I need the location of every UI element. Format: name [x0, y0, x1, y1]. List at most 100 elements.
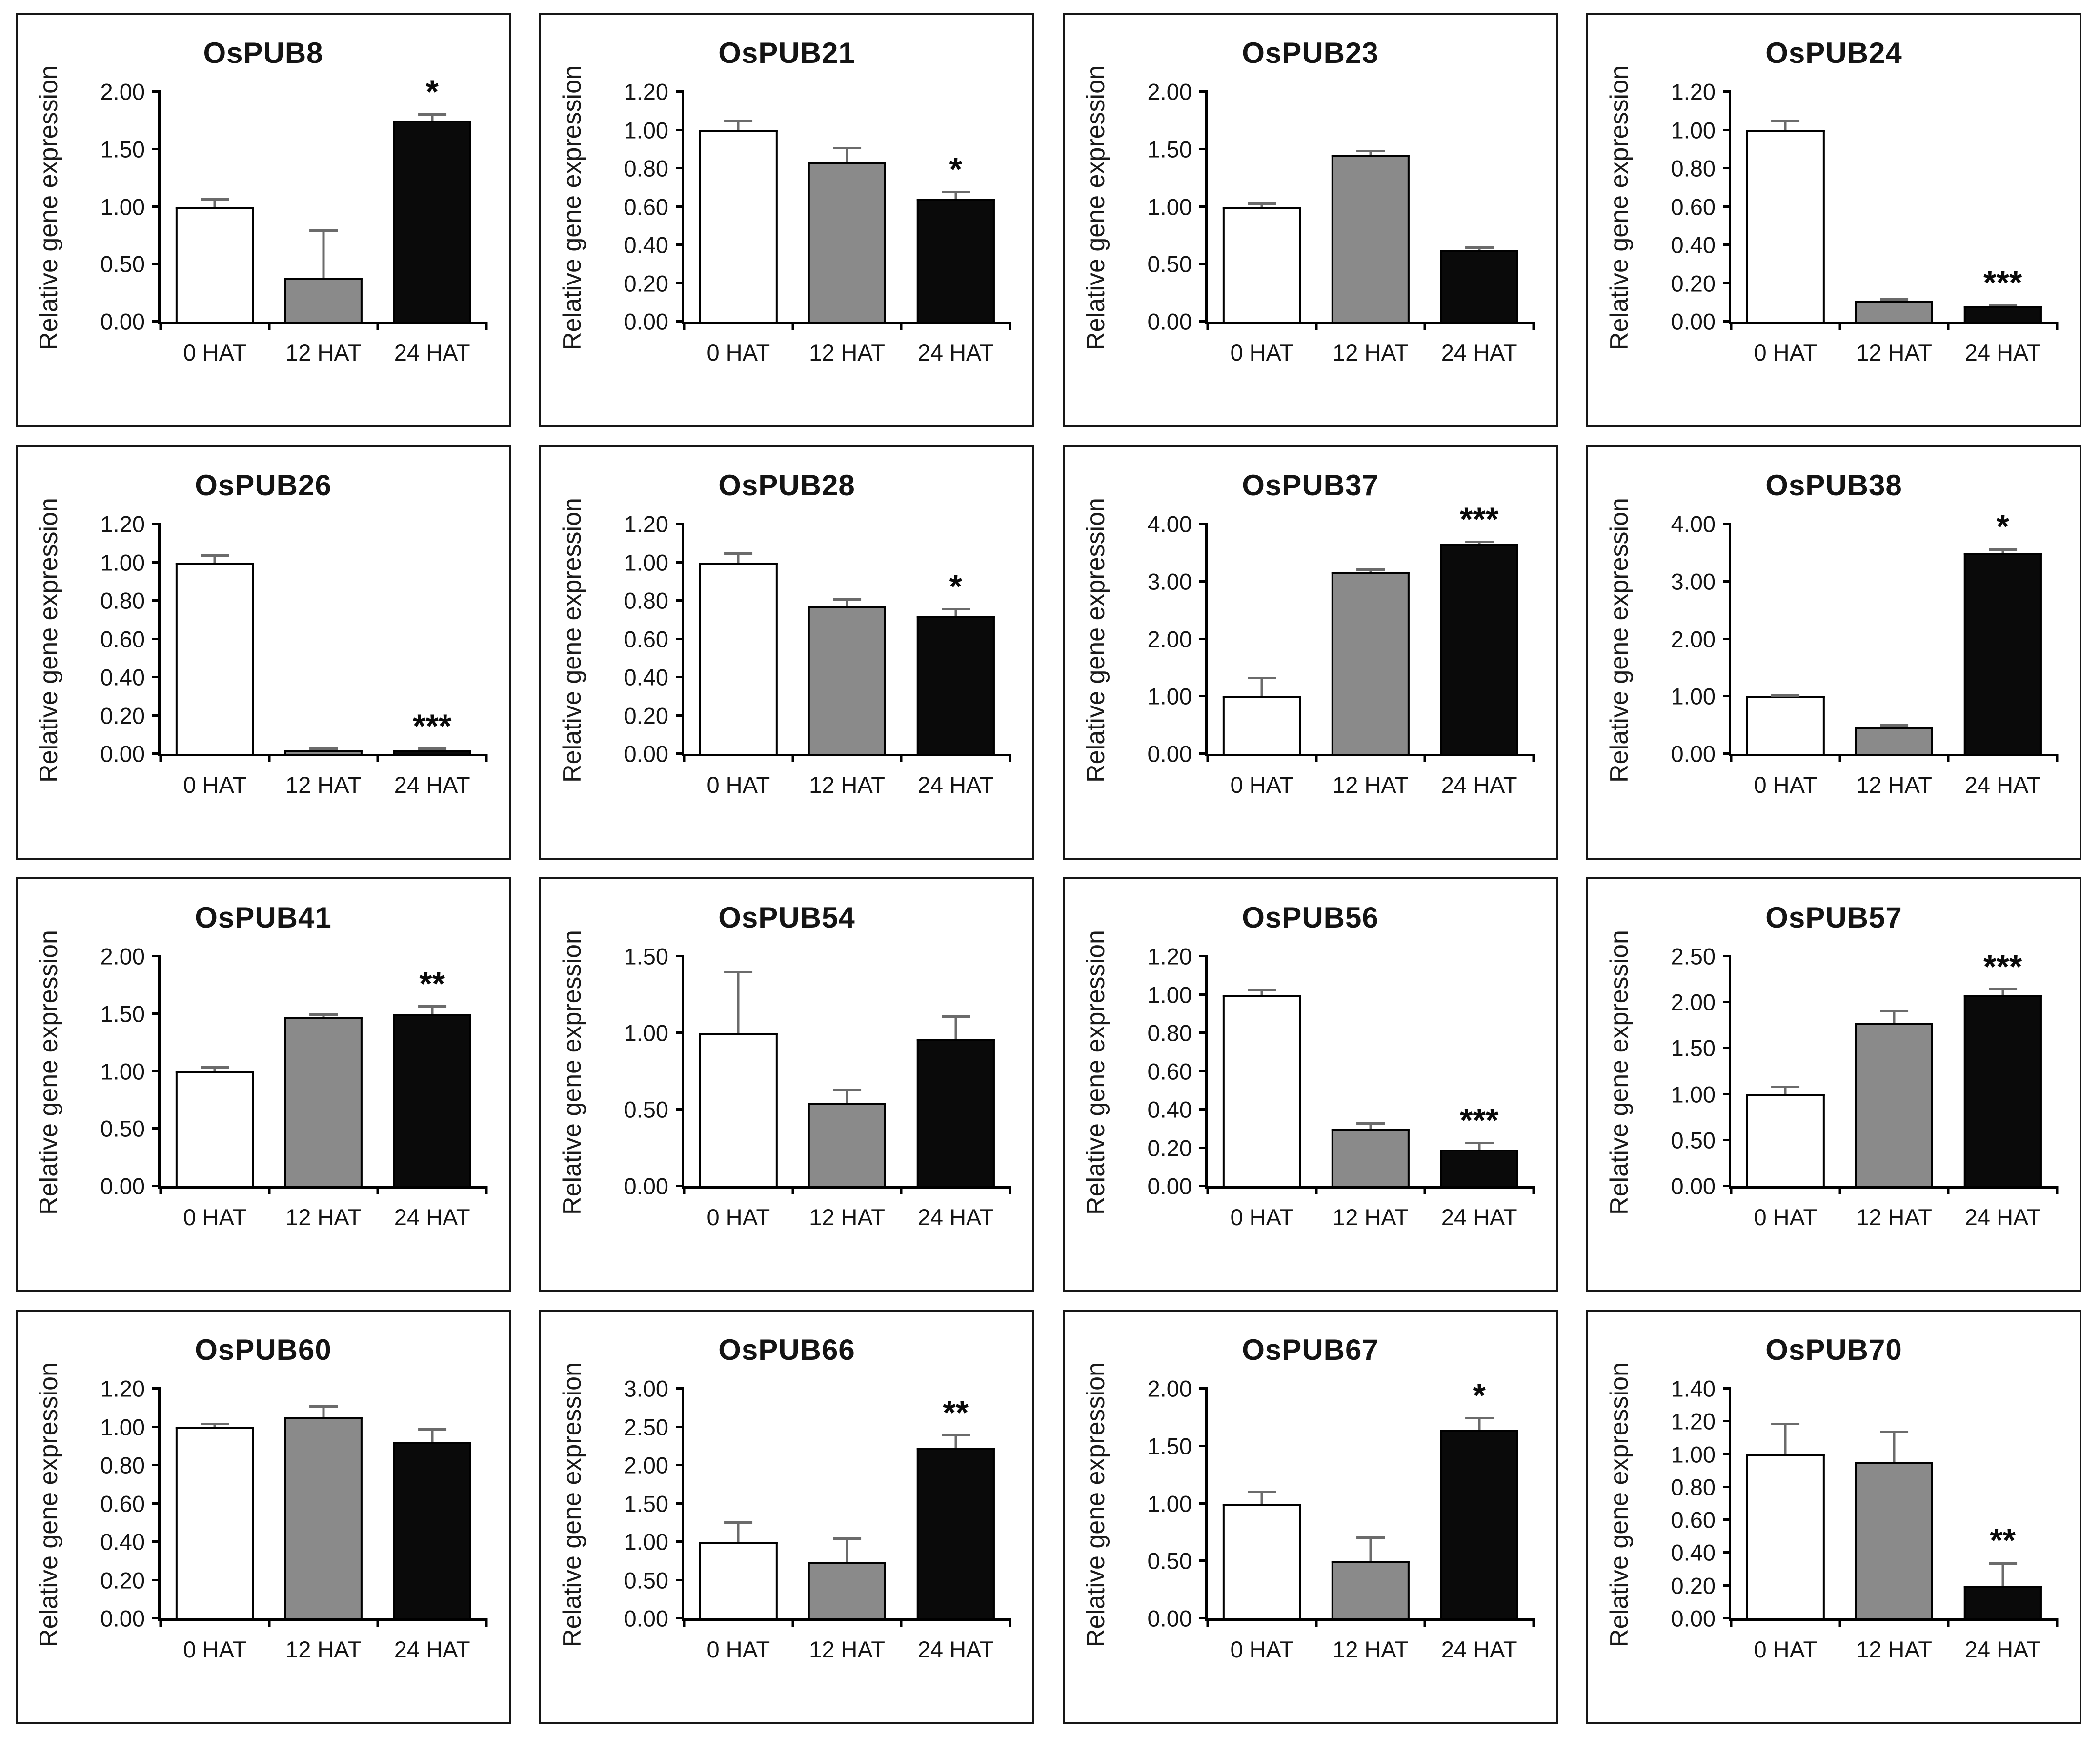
y-tick-mark: [676, 676, 684, 679]
y-tick-mark: [1199, 1502, 1208, 1505]
chart-panel: OsPUB24 Relative gene expression 0.00 0.2…: [1586, 13, 2081, 427]
y-tick-mark: [1199, 147, 1208, 150]
x-tick-label: 12 HAT: [1856, 772, 1932, 798]
error-bar-cap: [201, 198, 229, 201]
error-bar-cap: [1465, 541, 1494, 544]
bar-slots: 0 HAT 12 HAT * 24 HAT: [161, 75, 486, 365]
plot-area: 0.00 0.50 1.00 1.50 2.00 0 HAT 12 HAT 24 HAT: [1148, 79, 1535, 365]
bar: [284, 1017, 363, 1186]
y-tick-mark: [676, 205, 684, 208]
y-tick-label: 0.00: [1671, 741, 1716, 767]
chart-panel: OsPUB66 Relative gene expression 0.00 0.5…: [539, 1310, 1034, 1724]
y-axis-label: Relative gene expression: [1082, 497, 1110, 783]
y-axis-label: Relative gene expression: [35, 497, 63, 783]
x-tick-mark: [1532, 322, 1535, 330]
y-tick-mark: [676, 752, 684, 755]
bar: [176, 1427, 254, 1618]
y-tick-mark: [676, 955, 684, 957]
y-tick-label: 0.40: [624, 664, 668, 690]
bar-slot: *** 24 HAT: [1948, 950, 2057, 1230]
y-tick-mark: [676, 1425, 684, 1428]
error-bar-cap: [1880, 298, 1908, 301]
error-bar-cap: [724, 120, 753, 122]
x-tick-mark: [1947, 754, 1950, 762]
x-tick-label: 0 HAT: [183, 1636, 247, 1662]
bar: [1746, 130, 1825, 322]
x-tick-mark: [1009, 322, 1011, 330]
y-tick-mark: [1723, 167, 1731, 170]
bar-slot: 12 HAT: [793, 92, 902, 365]
error-bar: [431, 1429, 434, 1442]
y-tick-label: 0.40: [1671, 232, 1716, 258]
bar: [1963, 1585, 2042, 1618]
x-tick-mark: [1315, 322, 1318, 330]
significance-label: ***: [1983, 948, 2022, 985]
y-axis-label: Relative gene expression: [558, 497, 586, 783]
x-tick-label: 0 HAT: [707, 340, 770, 365]
error-bar-cap: [1465, 246, 1494, 249]
chart-title: OsPUB23: [1242, 37, 1379, 69]
error-bar: [1260, 989, 1263, 995]
x-tick-mark: [900, 322, 903, 330]
chart-panel: OsPUB26 Relative gene expression 0.00 0.2…: [16, 445, 511, 860]
error-bar-cap: [1880, 1431, 1908, 1434]
error-bar-cap: [833, 1089, 861, 1092]
y-tick-mark: [152, 1578, 161, 1581]
bar-slot: 12 HAT: [793, 956, 902, 1230]
y-tick-label: 0.80: [1671, 1474, 1716, 1500]
bar: [176, 562, 254, 754]
error-bar-cap: [1248, 1490, 1276, 1493]
error-bar-cap: [1248, 202, 1276, 205]
x-tick-label: 12 HAT: [1856, 340, 1932, 365]
y-tick-label: 1.00: [1147, 1491, 1192, 1516]
y-tick-label: 0.60: [624, 626, 668, 652]
plot-area: 0.00 0.20 0.40 0.60 0.80 1.00 1.20 0 HAT 12 HAT *…: [1671, 79, 2059, 365]
x-tick-mark: [1423, 1618, 1426, 1627]
error-bar-cap: [418, 747, 446, 750]
y-tick-label: 0.40: [100, 1529, 145, 1555]
x-tick-mark: [900, 1618, 903, 1627]
y-tick-mark: [1723, 955, 1731, 957]
plot-area: 0.00 0.20 0.40 0.60 0.80 1.00 1.20 1.40 0 HAT 12 …: [1671, 1376, 2059, 1662]
y-axis-label: Relative gene expression: [1605, 929, 1634, 1215]
bar-slot: 0 HAT: [684, 92, 793, 365]
error-bar-cap: [1771, 694, 1800, 697]
x-tick-label: 24 HAT: [1964, 340, 2041, 365]
error-bar: [213, 554, 216, 563]
y-tick-label: 0.50: [1671, 1127, 1716, 1153]
chart-title: OsPUB70: [1765, 1333, 1902, 1366]
error-bar: [1784, 1423, 1787, 1454]
y-tick-mark: [676, 1031, 684, 1034]
error-bar: [737, 971, 740, 1033]
error-bar: [846, 599, 848, 606]
bar-slot: 0 HAT: [684, 956, 793, 1230]
bar: [284, 1417, 363, 1618]
y-tick-mark: [676, 243, 684, 246]
error-bar: [1893, 1431, 1896, 1463]
x-tick-mark: [159, 1618, 162, 1627]
error-bar: [322, 229, 325, 278]
y-tick-label: 2.00: [1147, 1375, 1192, 1402]
x-tick-label: 12 HAT: [285, 1636, 362, 1662]
y-tick-mark: [1723, 90, 1731, 93]
chart-panel: OsPUB37 Relative gene expression 0.00 1.0…: [1063, 445, 1558, 860]
y-tick-mark: [1723, 1518, 1731, 1521]
y-tick-mark: [676, 714, 684, 717]
error-bar-cap: [1356, 150, 1385, 153]
y-tick-label: 0.00: [624, 1173, 668, 1199]
y-tick-label: 1.20: [100, 1375, 145, 1402]
x-tick-mark: [1532, 1186, 1535, 1194]
y-tick-mark: [1199, 752, 1208, 755]
error-bar: [737, 1522, 740, 1542]
y-tick-label: 1.40: [1671, 1375, 1716, 1402]
y-tick-label: 4.00: [1147, 511, 1192, 537]
error-bar-cap: [724, 1521, 753, 1524]
y-tick-label: 1.20: [1671, 79, 1716, 105]
bar-slot: 0 HAT: [1208, 956, 1316, 1230]
x-tick-mark: [900, 754, 903, 762]
bar: [916, 199, 995, 322]
bar-slot: 12 HAT: [1316, 1389, 1425, 1662]
y-tick-label: 1.50: [100, 136, 145, 162]
y-tick-label: 1.00: [1671, 117, 1716, 143]
error-bar: [954, 1016, 957, 1039]
